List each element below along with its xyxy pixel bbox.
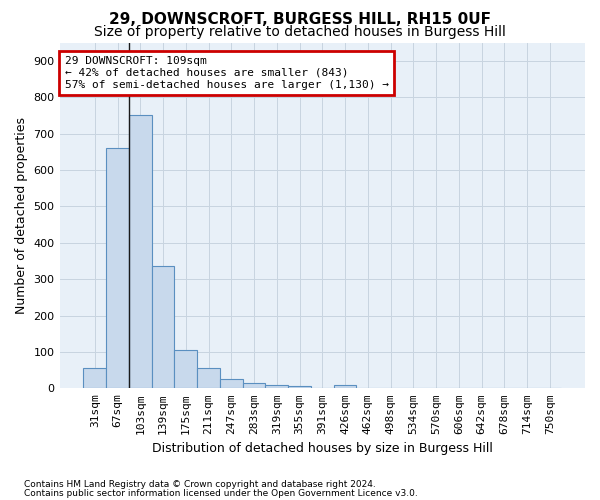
Bar: [83, 368, 106, 388]
Bar: [220, 379, 242, 388]
Bar: [106, 148, 129, 388]
Bar: [334, 386, 356, 388]
Bar: [242, 383, 265, 388]
Text: Contains public sector information licensed under the Open Government Licence v3: Contains public sector information licen…: [24, 488, 418, 498]
Bar: [175, 350, 197, 389]
Y-axis label: Number of detached properties: Number of detached properties: [15, 117, 28, 314]
Text: Size of property relative to detached houses in Burgess Hill: Size of property relative to detached ho…: [94, 25, 506, 39]
Bar: [288, 386, 311, 388]
Bar: [129, 116, 152, 388]
Bar: [152, 266, 175, 388]
Text: 29 DOWNSCROFT: 109sqm
← 42% of detached houses are smaller (843)
57% of semi-det: 29 DOWNSCROFT: 109sqm ← 42% of detached …: [65, 56, 389, 90]
Text: Contains HM Land Registry data © Crown copyright and database right 2024.: Contains HM Land Registry data © Crown c…: [24, 480, 376, 489]
X-axis label: Distribution of detached houses by size in Burgess Hill: Distribution of detached houses by size …: [152, 442, 493, 455]
Bar: [265, 384, 288, 388]
Text: 29, DOWNSCROFT, BURGESS HILL, RH15 0UF: 29, DOWNSCROFT, BURGESS HILL, RH15 0UF: [109, 12, 491, 28]
Bar: [197, 368, 220, 388]
